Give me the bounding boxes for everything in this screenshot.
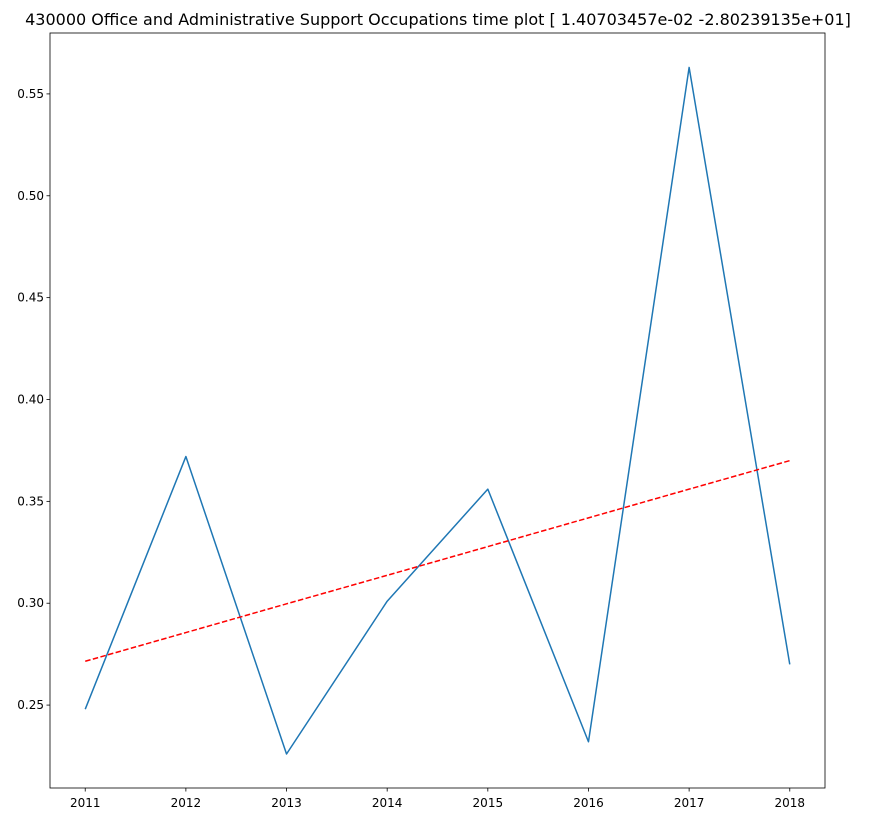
x-tick-label: 2011 [70, 796, 101, 810]
x-tick-label: 2012 [171, 796, 202, 810]
plot-frame [49, 32, 826, 789]
x-tick-label: 2015 [473, 796, 504, 810]
y-tick-label: 0.25 [17, 698, 44, 712]
x-tick-label: 2014 [372, 796, 403, 810]
x-tick-label: 2016 [573, 796, 604, 810]
y-tick-label: 0.35 [17, 494, 44, 508]
y-tick-label: 0.30 [17, 596, 44, 610]
chart-title: 430000 Office and Administrative Support… [25, 10, 851, 29]
data-series-line [84, 66, 791, 755]
y-tick-label: 0.55 [17, 87, 44, 101]
y-tick-label: 0.40 [17, 392, 44, 406]
x-tick-label: 2013 [271, 796, 302, 810]
trend-line [85, 459, 790, 663]
y-tick-label: 0.50 [17, 189, 44, 203]
y-tick-label: 0.45 [17, 291, 44, 305]
x-tick-label: 2018 [774, 796, 805, 810]
x-tick-label: 2017 [674, 796, 705, 810]
plot-area: 2011 2012 2013 2014 2015 2016 2017 2018 0.25 0.30… [17, 32, 826, 810]
